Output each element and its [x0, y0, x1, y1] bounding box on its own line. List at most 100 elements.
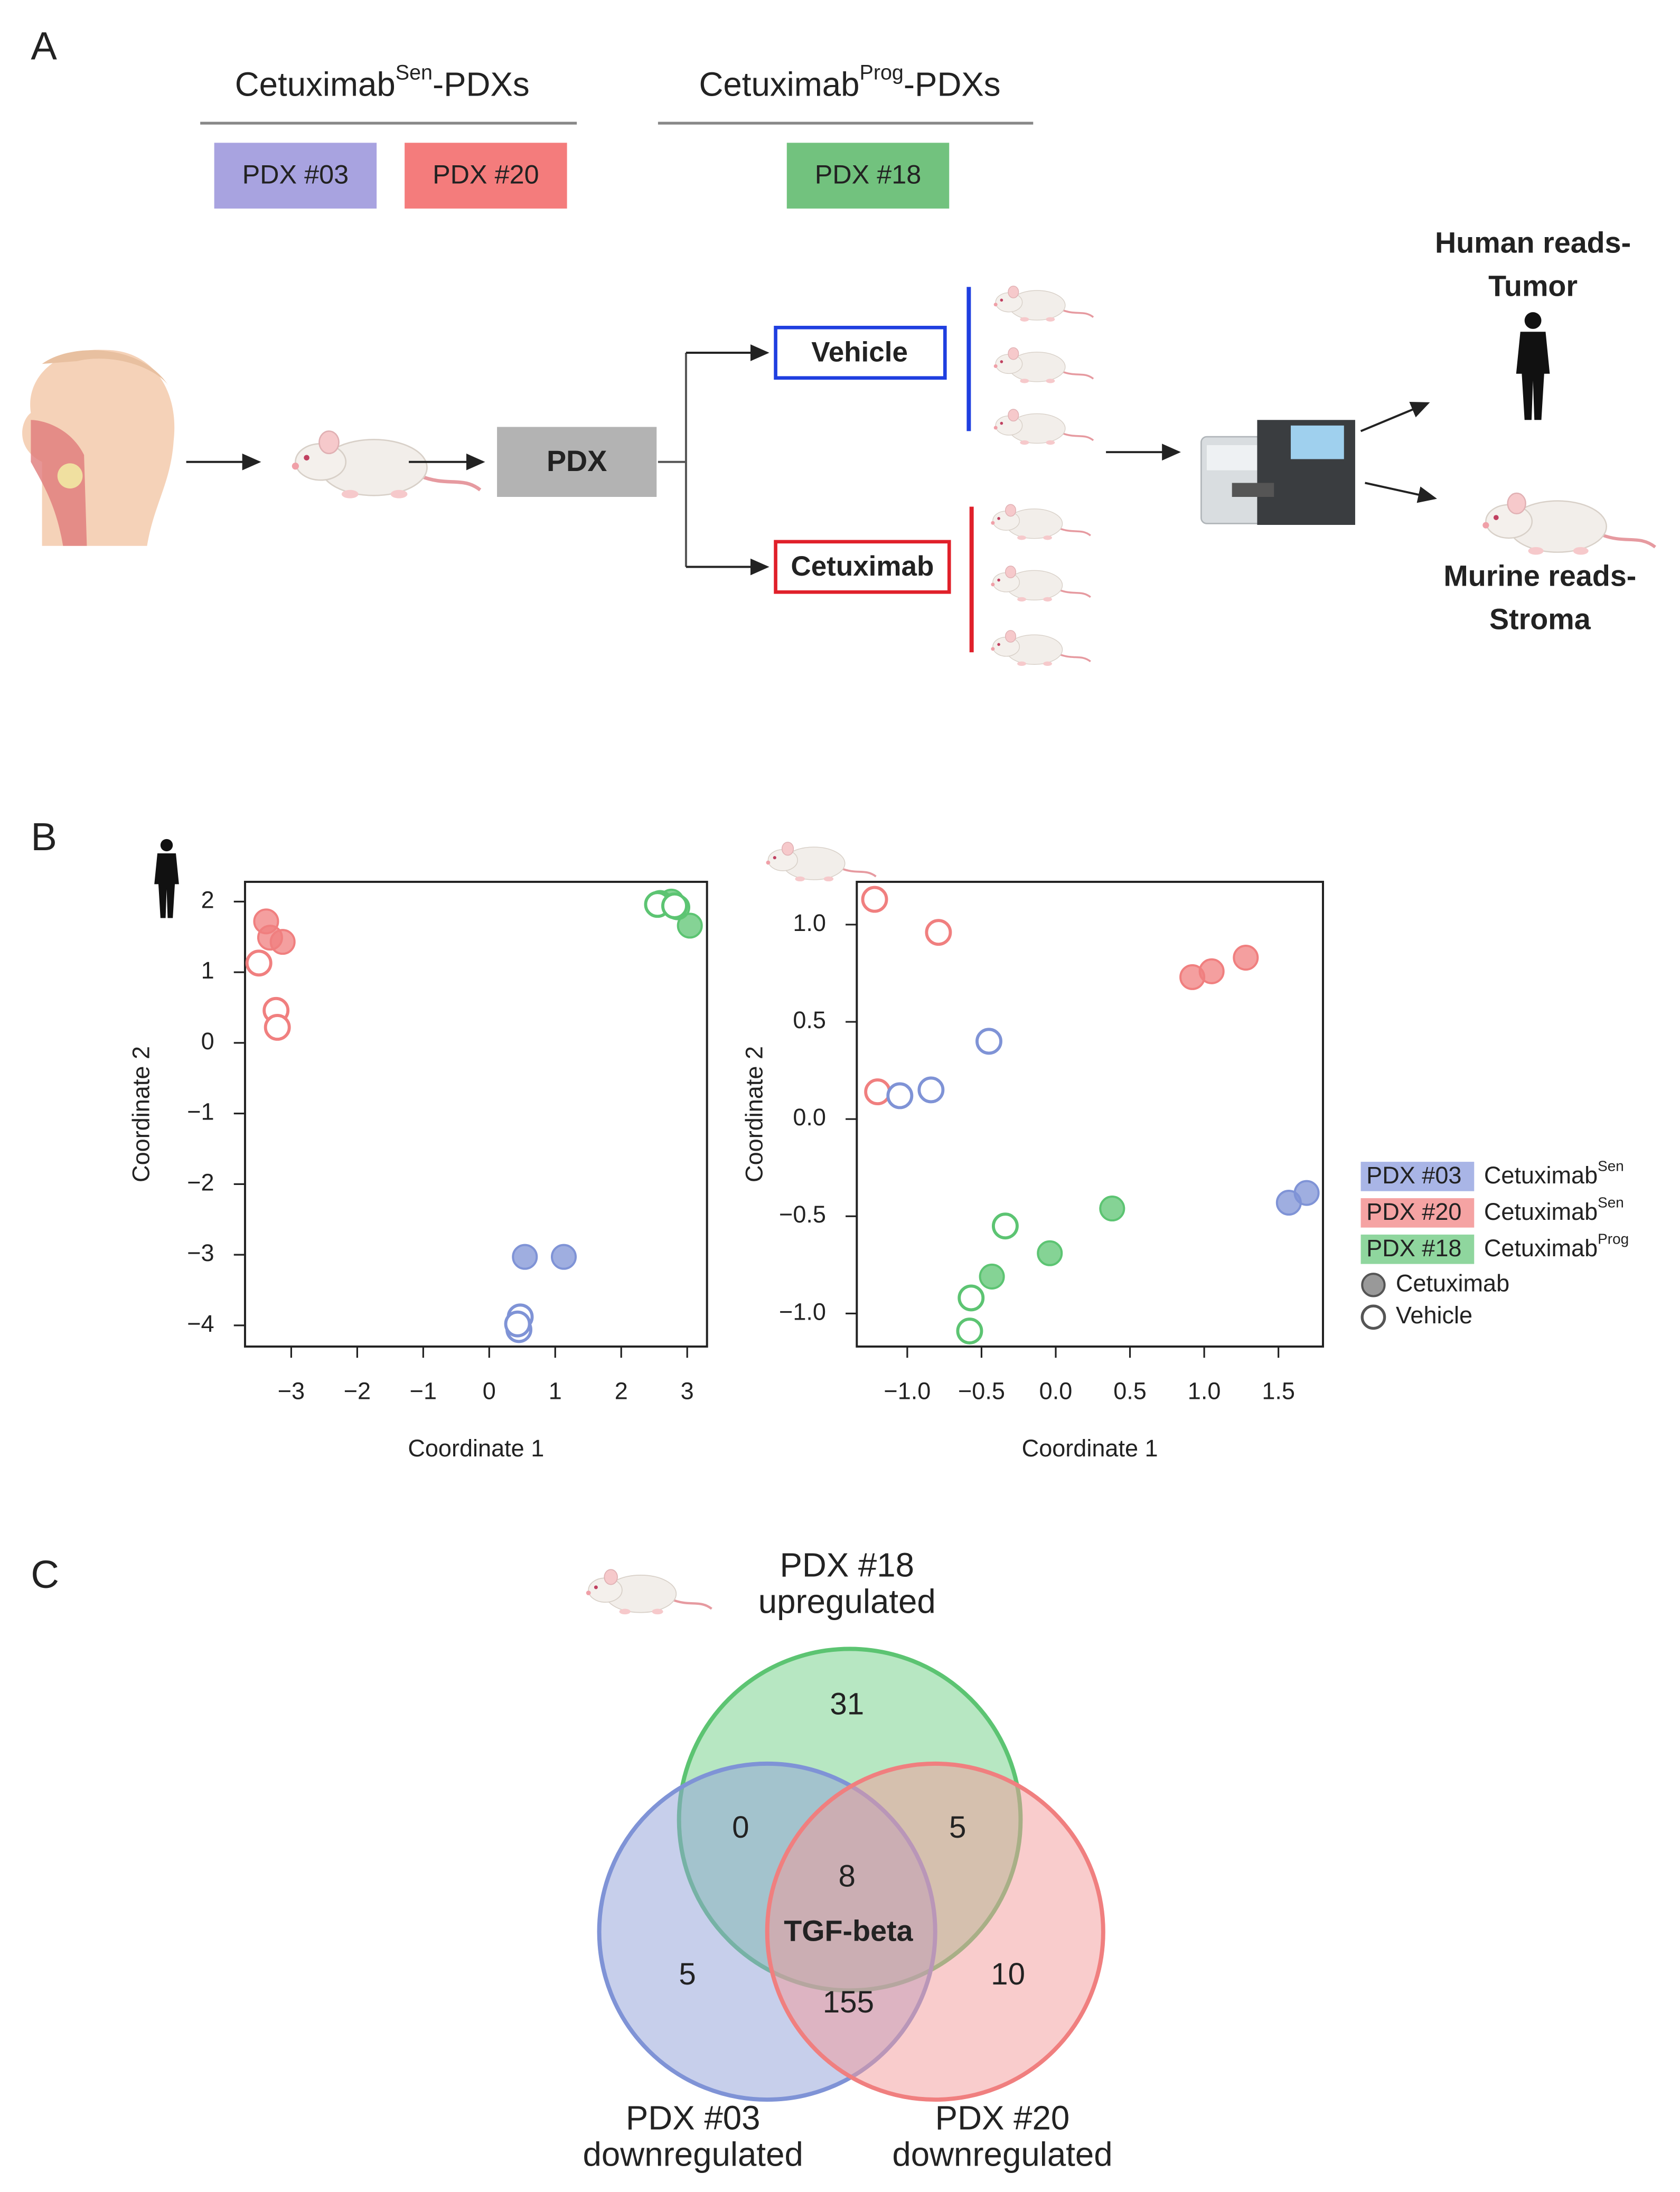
y-axis-title: Coordinate 2: [740, 1046, 767, 1182]
legend-marker-open: [1360, 1304, 1386, 1330]
venn-count: 8: [839, 1859, 856, 1894]
branch: [658, 352, 687, 567]
x-tick-label: −1: [410, 1377, 437, 1404]
y-tick-label: −1.0: [779, 1298, 826, 1325]
venn-count: 0: [732, 1810, 749, 1845]
point: [245, 949, 273, 977]
point: [550, 1244, 577, 1270]
legend-sup: Sen: [1598, 1158, 1624, 1174]
venn-count: 155: [823, 1985, 874, 2019]
venn-set-label: PDX #18: [780, 1547, 914, 1584]
mouse-icon: [992, 346, 1094, 384]
venn-count: 5: [949, 1810, 966, 1845]
group-name: Cetuximab: [235, 65, 396, 103]
legend-swatch: [1360, 1162, 1475, 1191]
venn-circle: [765, 1761, 1105, 2102]
arm-box: [774, 325, 947, 380]
point: [512, 1244, 538, 1270]
y-tick-label: 0: [201, 1028, 214, 1055]
point: [956, 1318, 983, 1344]
mouse-icon: [990, 629, 1092, 667]
y-tick-label: 2: [201, 886, 214, 913]
x-tick-label: 1.0: [1188, 1377, 1221, 1404]
x-tick-label: 1.5: [1262, 1377, 1295, 1404]
arm-box: [774, 540, 951, 594]
plot-frame: [243, 880, 708, 1348]
pdx-box: [405, 143, 567, 209]
x-tick-label: −0.5: [958, 1377, 1005, 1404]
point: [1099, 1196, 1125, 1222]
mouse-icon: [992, 408, 1094, 446]
mouse-icon: [765, 841, 877, 882]
legend-label: PDX #20: [1366, 1198, 1461, 1225]
legend-sup: Sen: [1598, 1194, 1624, 1211]
legend-label: PDX #18: [1366, 1235, 1461, 1262]
x-tick-label: 3: [681, 1377, 694, 1404]
mouse-icon: [292, 431, 481, 498]
point: [991, 1212, 1019, 1240]
point: [1233, 945, 1259, 971]
venn-set-label: upregulated: [758, 1583, 936, 1621]
group-suffix: -PDXs: [433, 65, 530, 103]
y-axis-title: Coordinate 2: [127, 1046, 154, 1182]
point: [661, 892, 688, 919]
legend-text: CetuximabProg: [1484, 1231, 1629, 1262]
group-suffix: -PDXs: [904, 65, 1001, 103]
point: [979, 1263, 1005, 1290]
pdx-node: [497, 427, 657, 497]
point: [925, 919, 952, 946]
point: [864, 1078, 891, 1106]
legend-text: CetuximabSen: [1484, 1194, 1624, 1225]
y-tick-label: −4: [187, 1310, 214, 1337]
venn-set-label: downregulated: [892, 2136, 1112, 2174]
point: [1037, 1240, 1063, 1266]
legend-text-main: Cetuximab: [1484, 1235, 1598, 1262]
x-tick-label: 0.5: [1113, 1377, 1147, 1404]
legend-marker-label: Cetuximab: [1396, 1269, 1509, 1296]
murine-reads-label: Stroma: [1489, 603, 1591, 636]
y-tick-label: −1: [187, 1098, 214, 1125]
mouse-icon: [990, 503, 1092, 541]
pdx-label: PDX #18: [815, 159, 922, 189]
human-reads-label: Human reads-: [1435, 227, 1631, 259]
point: [958, 1284, 985, 1312]
y-tick-label: 1.0: [793, 909, 826, 936]
x-tick-label: 1: [549, 1377, 562, 1404]
legend-text-main: Cetuximab: [1484, 1198, 1598, 1225]
mouse-icon: [992, 285, 1094, 323]
panel-label: A: [31, 24, 57, 68]
charts: −3 −2 −1 0 1 2 3 −4 −3 −2 −1 0 1 2 Coordinate 1 Coordin…: [127, 880, 1324, 1462]
point: [975, 1028, 1002, 1055]
legend-sup: Prog: [1598, 1231, 1629, 1247]
point: [1198, 958, 1225, 984]
murine-reads-label: Murine reads-: [1443, 559, 1636, 592]
venn-set-label: PDX #03: [626, 2100, 761, 2137]
legend-swatch: [1360, 1234, 1475, 1264]
venn-note: TGF-beta: [784, 1914, 913, 1947]
point: [1293, 1180, 1320, 1206]
venn-count: 31: [830, 1687, 864, 1721]
pdx-label: PDX #03: [242, 159, 349, 189]
point: [861, 886, 888, 913]
point: [917, 1076, 945, 1104]
human-icon: [1516, 312, 1550, 420]
y-tick-label: −2: [187, 1169, 214, 1196]
group-sup: Prog: [860, 61, 904, 84]
arm-label: Cetuximab: [791, 551, 934, 582]
mouse-icon: [990, 565, 1092, 603]
group-header: CetuximabSen-PDXs: [235, 61, 530, 103]
pdx-box: [214, 143, 377, 209]
pdx-label: PDX #20: [433, 159, 539, 189]
venn-count: 5: [679, 1957, 696, 1991]
legend-text-main: Cetuximab: [1484, 1162, 1598, 1189]
legend-label: PDX #03: [1366, 1162, 1461, 1189]
y-tick-label: 0.0: [793, 1104, 826, 1131]
panel-label: B: [31, 815, 57, 859]
point: [504, 1310, 531, 1338]
pdx-node-label: PDX: [547, 445, 607, 477]
point: [269, 929, 296, 955]
pdx-box: [786, 143, 950, 209]
x-tick-label: 2: [615, 1377, 628, 1404]
point: [886, 1082, 914, 1109]
x-tick-label: −3: [278, 1377, 305, 1404]
